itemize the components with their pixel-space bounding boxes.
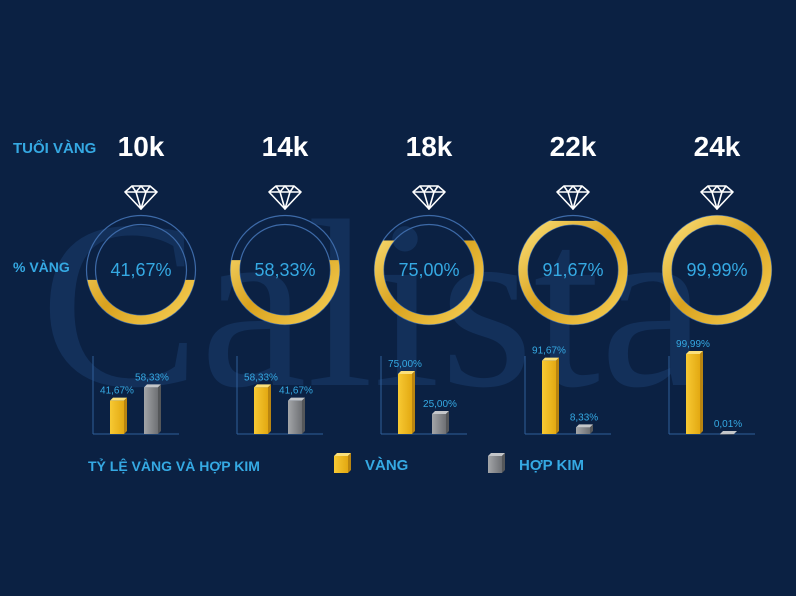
karat-label: 24k	[694, 131, 741, 162]
ring-percent-label: 75,00%	[398, 260, 459, 280]
gold-ring	[229, 214, 341, 326]
alloy-bar	[432, 411, 449, 434]
alloy-bar-label: 25,00%	[423, 399, 457, 410]
alloy-bar	[288, 397, 305, 434]
gold-ring	[661, 214, 773, 326]
alloy-bar-label: 58,33%	[135, 372, 169, 383]
gold-bar-label: 58,33%	[244, 372, 278, 383]
ratio-title: TỶ LỆ VÀNG VÀ HỢP KIM	[88, 457, 260, 474]
diamond-icon	[700, 185, 734, 210]
alloy-bar-label: 41,67%	[279, 386, 313, 397]
karat-label: 22k	[550, 131, 597, 162]
ring-percent-label: 41,67%	[110, 260, 171, 280]
gold-bar-label: 99,99%	[676, 339, 710, 350]
gold-bar-label: 41,67%	[100, 386, 134, 397]
alloy-bar	[576, 424, 593, 434]
karat-column-24k: 24k 99,99% 99,99% 0,01%	[661, 131, 773, 435]
gold-bar	[110, 397, 127, 434]
diamond-icon	[556, 185, 590, 210]
gold-bar-label: 75,00%	[388, 359, 422, 370]
alloy-bar	[720, 430, 737, 435]
bar-axes	[92, 356, 179, 435]
gold-ring	[85, 214, 197, 326]
gold-bar	[542, 357, 559, 434]
karat-columns: 10k41,67%41,67%58,33%14k58,33%58,33%41,6…	[85, 131, 773, 435]
bar-axes	[524, 356, 611, 435]
legend-gold-swatch	[334, 453, 351, 473]
legend-gold-label: VÀNG	[365, 457, 408, 474]
gold-bar	[686, 351, 703, 434]
legend: VÀNG HỢP KIM	[334, 453, 584, 474]
bar-axes	[380, 356, 467, 435]
karat-row-label: TUỔI VÀNG	[13, 139, 96, 157]
alloy-bar	[144, 384, 161, 434]
diamond-icon	[412, 185, 446, 210]
karat-label: 14k	[262, 131, 309, 162]
diamond-icon	[268, 185, 302, 210]
diamond-icon	[124, 185, 158, 210]
percent-row-label: % VÀNG	[13, 259, 70, 275]
gold-bar	[398, 371, 415, 434]
ring-percent-label: 99,99%	[686, 260, 747, 280]
gold-ring	[373, 214, 485, 326]
alloy-bar-label: 0,01%	[714, 419, 742, 430]
gold-bar	[254, 384, 271, 434]
legend-alloy-swatch	[488, 453, 505, 473]
legend-alloy-label: HỢP KIM	[519, 457, 584, 474]
karat-column-22k: 22k 91,67% 91,67% 8,33%	[517, 131, 629, 435]
ring-percent-label: 58,33%	[254, 260, 315, 280]
bar-axes	[236, 356, 323, 435]
karat-label: 10k	[118, 131, 165, 162]
alloy-bar-label: 8,33%	[570, 412, 598, 423]
bar-axes	[668, 356, 755, 435]
ring-percent-label: 91,67%	[542, 260, 603, 280]
karat-label: 18k	[406, 131, 453, 162]
karat-column-18k: 18k 75,00% 75,00% 25,00%	[373, 131, 485, 435]
gold-bar-label: 91,67%	[532, 346, 566, 357]
gold-ring	[517, 214, 629, 326]
